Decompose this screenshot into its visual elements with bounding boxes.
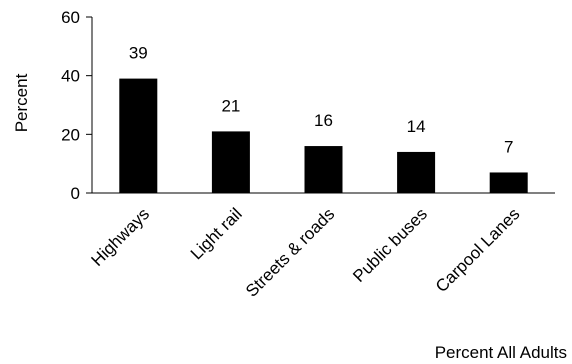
data-label: 7: [504, 137, 513, 156]
y-tick-label: 0: [71, 184, 80, 203]
data-label: 21: [221, 96, 240, 115]
bar: [211, 131, 250, 193]
bar: [397, 151, 436, 193]
data-label: 16: [314, 111, 333, 130]
y-axis-label: Percent: [12, 73, 31, 132]
data-labels: 39 21 16 14 7: [129, 44, 514, 157]
y-axis-ticks: 0 20 40 60: [61, 8, 92, 203]
bar: [489, 172, 528, 193]
category-label: Streets & roads: [242, 204, 338, 300]
data-label: 39: [129, 44, 148, 63]
bar: [304, 146, 343, 193]
data-label: 14: [407, 117, 426, 136]
category-label: Carpool Lanes: [432, 204, 524, 296]
x-axis-label: Percent All Adults: [435, 343, 567, 362]
y-tick-label: 20: [61, 125, 80, 144]
y-tick-label: 60: [61, 8, 80, 27]
category-label: Public buses: [349, 204, 431, 286]
bars: [119, 78, 528, 193]
y-tick-label: 40: [61, 67, 80, 86]
bar: [119, 78, 158, 193]
category-label: Highways: [88, 204, 154, 270]
category-label: Light rail: [187, 204, 246, 263]
